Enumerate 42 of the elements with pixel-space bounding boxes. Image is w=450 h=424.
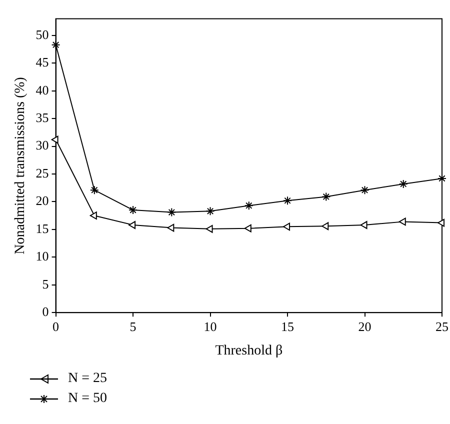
y-tick-label: 5 (42, 276, 49, 292)
point (90, 186, 99, 195)
point (206, 224, 213, 233)
point (398, 218, 406, 226)
point (51, 40, 60, 50)
x-tick-label: 25 (436, 318, 448, 334)
point (322, 192, 331, 202)
y-tick-label: 0 (42, 304, 49, 320)
point (398, 179, 408, 188)
point (167, 208, 176, 217)
point (206, 206, 215, 216)
point (128, 221, 136, 229)
x-tick-label: 10 (204, 318, 217, 334)
point (51, 136, 58, 144)
x-tick-label: 15 (281, 318, 294, 334)
y-tick-label: 25 (36, 165, 49, 180)
point (244, 201, 254, 210)
point (438, 218, 444, 227)
y-tick-label: 45 (36, 54, 49, 70)
y-tick-label: 50 (36, 26, 49, 42)
legend-label: N = 50 (68, 391, 108, 407)
point (322, 222, 329, 230)
y-tick-label: 20 (36, 193, 49, 208)
legend-label: N = 25 (68, 371, 108, 387)
x-tick-label: 0 (52, 318, 60, 334)
x-axis-title: Threshold β (215, 343, 283, 358)
x-tick-label: 5 (130, 318, 136, 334)
y-tick-label: 10 (36, 248, 49, 264)
y-axis-title: Nonadmitted transmissions (%) (13, 76, 28, 254)
point (360, 186, 370, 195)
y-tick-label: 30 (36, 138, 49, 153)
point (283, 196, 292, 206)
x-tick-label: 20 (358, 318, 372, 334)
point (167, 224, 174, 232)
y-tick-label: 35 (36, 110, 49, 126)
y-tick-label: 40 (36, 82, 49, 98)
point (360, 221, 368, 229)
y-tick-label: 15 (36, 220, 49, 236)
point (128, 206, 138, 215)
point (244, 224, 252, 232)
point (283, 222, 290, 231)
point (90, 212, 97, 220)
